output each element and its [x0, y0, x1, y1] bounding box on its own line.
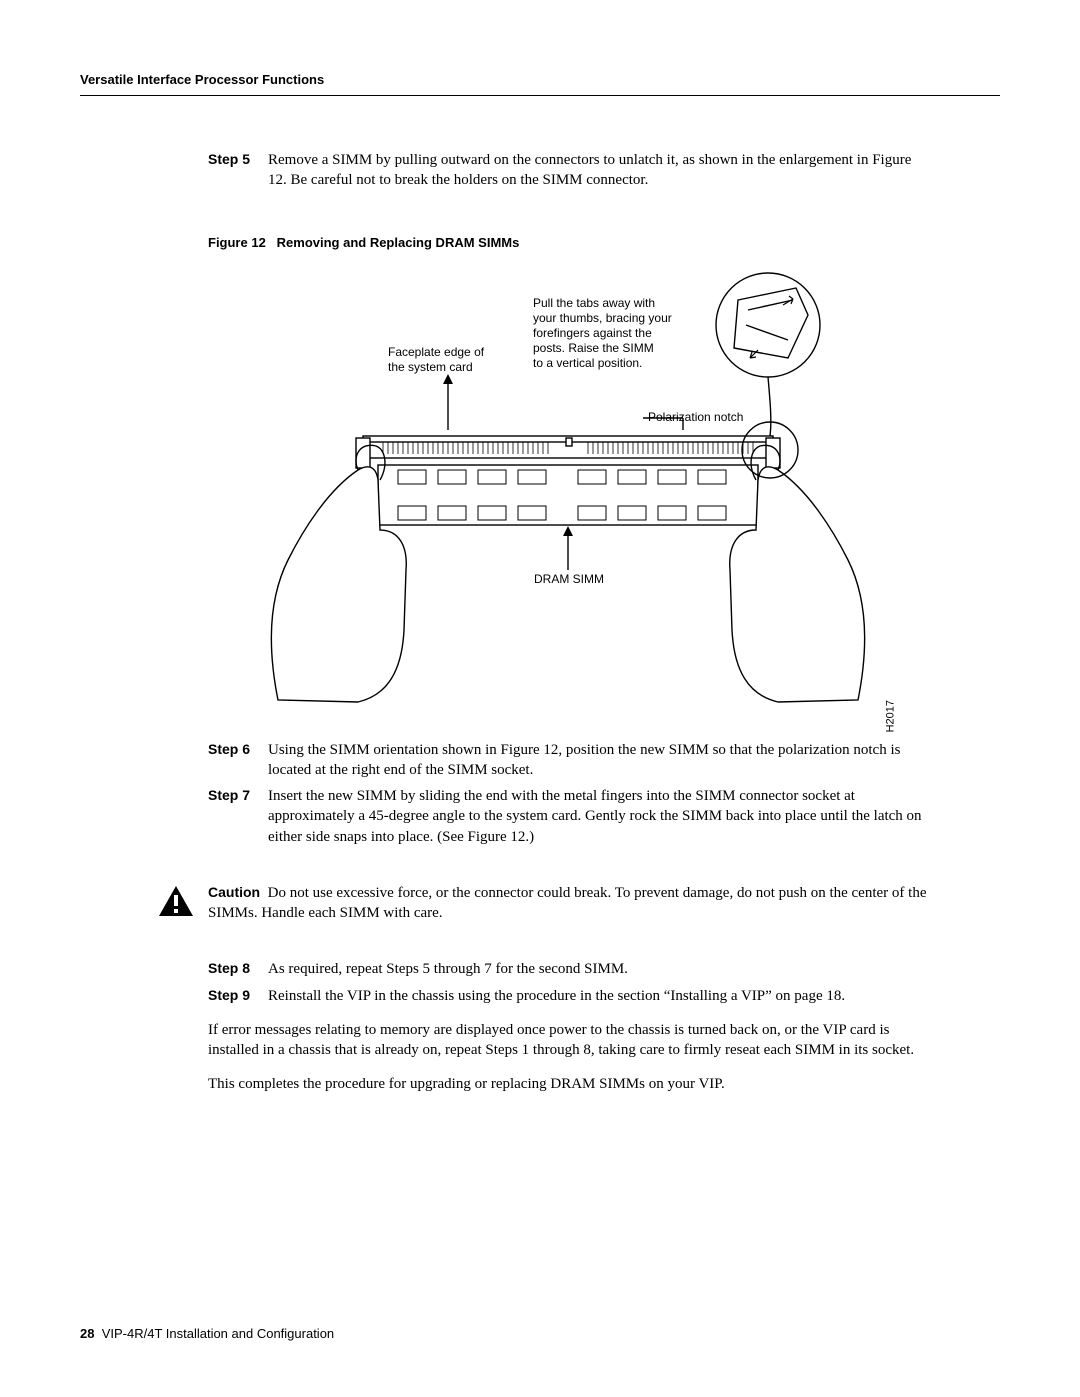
step-text: Reinstall the VIP in the chassis using t…: [268, 986, 928, 1006]
step-text: Using the SIMM orientation shown in Figu…: [268, 740, 928, 781]
step-text: Insert the new SIMM by sliding the end w…: [268, 786, 928, 847]
doc-title: VIP-4R/4T Installation and Configuration: [102, 1326, 334, 1341]
step-row: Step 8 As required, repeat Steps 5 throu…: [208, 959, 928, 979]
caution-label: Caution: [208, 884, 260, 900]
step-label: Step 8: [208, 959, 268, 979]
figure-title: Removing and Replacing DRAM SIMMs: [277, 235, 520, 250]
running-header: Versatile Interface Processor Functions: [80, 72, 1000, 96]
caution-body: Do not use excessive force, or the conne…: [208, 885, 926, 921]
figure-id: H2017: [884, 700, 896, 732]
step-text: Remove a SIMM by pulling outward on the …: [268, 150, 928, 191]
figure-diagram: Faceplate edge of the system card Pull t…: [248, 270, 888, 710]
step-row: Step 9 Reinstall the VIP in the chassis …: [208, 986, 928, 1006]
step-row: Step 7 Insert the new SIMM by sliding th…: [208, 786, 928, 847]
paragraph: If error messages relating to memory are…: [208, 1020, 928, 1061]
caution-text: Caution Do not use excessive force, or t…: [208, 883, 928, 924]
step-row: Step 5 Remove a SIMM by pulling outward …: [208, 150, 928, 191]
page-footer: 28 VIP-4R/4T Installation and Configurat…: [80, 1326, 334, 1341]
page-number: 28: [80, 1326, 94, 1341]
figure-label-faceplate: Faceplate edge of the system card: [388, 345, 518, 375]
figure-label-polarization: Polarization notch: [648, 410, 743, 425]
step-label: Step 9: [208, 986, 268, 1006]
figure-label-dram: DRAM SIMM: [534, 572, 604, 587]
figure-number: Figure 12: [208, 235, 266, 250]
figure-caption: Figure 12 Removing and Replacing DRAM SI…: [208, 235, 928, 250]
figure-label-instruction: Pull the tabs away with your thumbs, bra…: [533, 296, 708, 371]
step-label: Step 7: [208, 786, 268, 847]
step-label: Step 6: [208, 740, 268, 781]
paragraph: This completes the procedure for upgradi…: [208, 1074, 928, 1094]
step-row: Step 6 Using the SIMM orientation shown …: [208, 740, 928, 781]
step-text: As required, repeat Steps 5 through 7 fo…: [268, 959, 928, 979]
caution-icon: [158, 885, 194, 917]
main-content: Step 5 Remove a SIMM by pulling outward …: [208, 150, 928, 1095]
header-title: Versatile Interface Processor Functions: [80, 72, 1000, 87]
caution-block: Caution Do not use excessive force, or t…: [158, 883, 928, 924]
step-label: Step 5: [208, 150, 268, 191]
